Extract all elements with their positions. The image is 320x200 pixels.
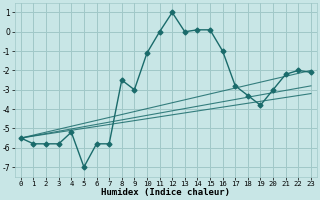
X-axis label: Humidex (Indice chaleur): Humidex (Indice chaleur) (101, 188, 230, 197)
